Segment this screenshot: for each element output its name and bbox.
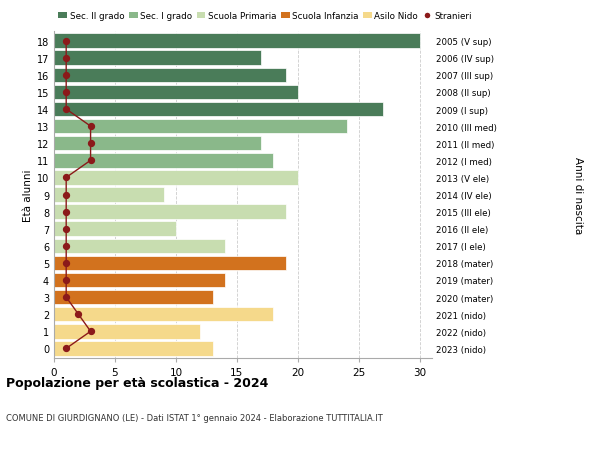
- Bar: [54, 68, 286, 83]
- Bar: [54, 137, 261, 151]
- Bar: [54, 325, 200, 339]
- Point: [61, 225, 71, 233]
- Point: [61, 345, 71, 353]
- Point: [61, 89, 71, 96]
- Bar: [54, 256, 286, 270]
- Point: [61, 72, 71, 79]
- Point: [86, 328, 95, 335]
- Bar: [54, 51, 261, 66]
- Bar: [54, 341, 212, 356]
- Bar: [54, 188, 164, 202]
- Point: [61, 208, 71, 216]
- Point: [74, 311, 83, 318]
- Y-axis label: Età alunni: Età alunni: [23, 169, 32, 221]
- Bar: [54, 290, 212, 305]
- Point: [61, 38, 71, 45]
- Bar: [54, 307, 274, 322]
- Point: [61, 174, 71, 182]
- Point: [61, 106, 71, 113]
- Point: [61, 294, 71, 301]
- Bar: [54, 205, 286, 219]
- Point: [86, 140, 95, 147]
- Bar: [54, 273, 225, 288]
- Bar: [54, 102, 383, 117]
- Bar: [54, 222, 176, 236]
- Point: [61, 243, 71, 250]
- Text: COMUNE DI GIURDIGNANO (LE) - Dati ISTAT 1° gennaio 2024 - Elaborazione TUTTITALI: COMUNE DI GIURDIGNANO (LE) - Dati ISTAT …: [6, 413, 383, 422]
- Point: [61, 55, 71, 62]
- Bar: [54, 239, 225, 253]
- Text: Popolazione per età scolastica - 2024: Popolazione per età scolastica - 2024: [6, 376, 268, 389]
- Point: [61, 191, 71, 199]
- Point: [61, 260, 71, 267]
- Bar: [54, 34, 420, 49]
- Bar: [54, 154, 274, 168]
- Point: [86, 157, 95, 165]
- Bar: [54, 120, 347, 134]
- Bar: [54, 171, 298, 185]
- Point: [61, 277, 71, 284]
- Point: [86, 123, 95, 130]
- Y-axis label: Anni di nascita: Anni di nascita: [574, 157, 583, 234]
- Bar: [54, 85, 298, 100]
- Legend: Sec. II grado, Sec. I grado, Scuola Primaria, Scuola Infanzia, Asilo Nido, Stran: Sec. II grado, Sec. I grado, Scuola Prim…: [58, 12, 472, 21]
